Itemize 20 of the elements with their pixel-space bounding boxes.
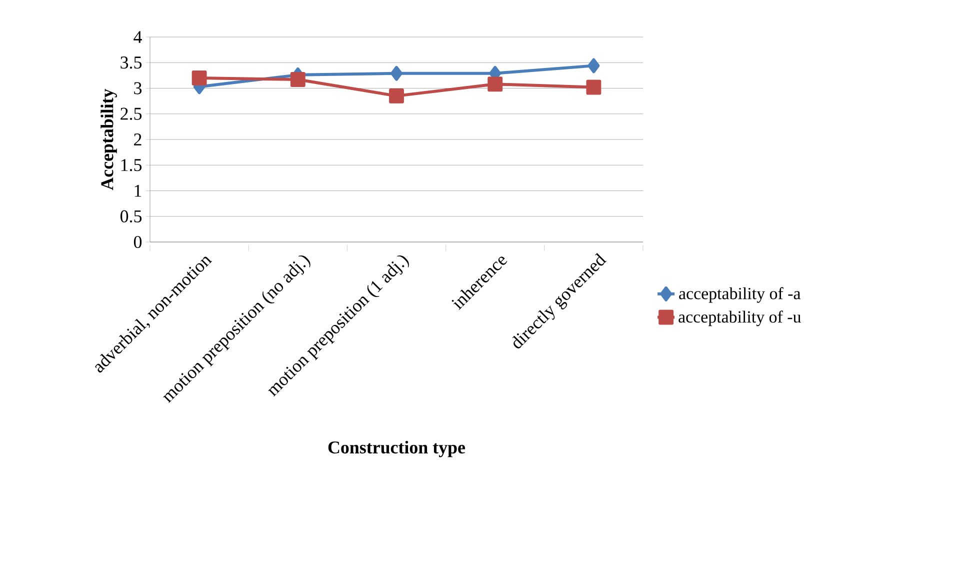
y-tick-label: 2 (134, 134, 142, 146)
y-tick-label: 0 (134, 236, 142, 248)
point (588, 58, 600, 74)
point (586, 80, 602, 95)
point (390, 66, 402, 81)
x-axis-title: Construction type (328, 440, 466, 458)
point (488, 76, 503, 92)
y-tick-label: 1.5 (121, 159, 142, 172)
y-tick-label: 0.5 (120, 210, 142, 222)
y-tick-label: 4 (134, 31, 142, 43)
point (192, 70, 207, 86)
point (389, 88, 404, 104)
point (290, 72, 306, 88)
legend-label: acceptability of -u (678, 310, 801, 326)
y-axis-title: Acceptability (100, 88, 117, 190)
y-tick-label: 3.5 (120, 56, 142, 69)
y-tick-label: 1 (134, 184, 142, 197)
legend-label: acceptability of -a (679, 287, 801, 303)
y-tick-label: 2.5 (120, 108, 142, 120)
y-tick-label: 3 (134, 82, 142, 94)
